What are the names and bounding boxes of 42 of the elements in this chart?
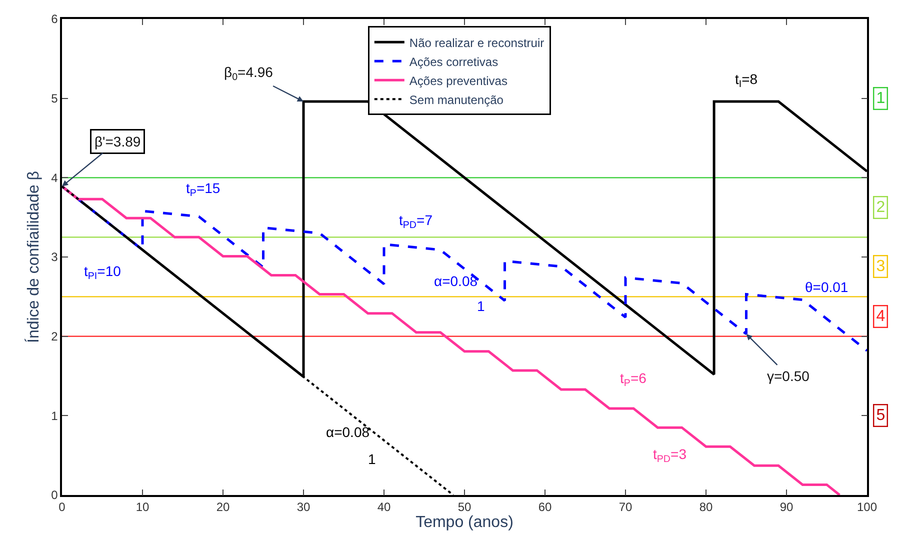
x-tick-label: 20 xyxy=(216,500,230,514)
y-tick-label: 2 xyxy=(51,330,58,344)
y-tick-label: 1 xyxy=(51,408,58,423)
x-tick-label: 40 xyxy=(377,500,391,514)
x-tick-label: 70 xyxy=(618,500,632,514)
annotation: t$_{PI}$=10 xyxy=(84,263,122,282)
annotation: β'=3.89 xyxy=(94,134,141,150)
annotation: t$_{PD}$=3 xyxy=(653,446,687,465)
y-tick-label: 5 xyxy=(51,92,58,106)
x-tick-label: 60 xyxy=(538,500,552,514)
annotation: α=0.08 xyxy=(434,273,478,289)
legend-label: Ações corretivas xyxy=(409,54,498,69)
annotation: t$_{P}$=6 xyxy=(620,370,647,389)
legend-label: Não realizar e reconstruir xyxy=(409,36,544,50)
text: 3 xyxy=(876,258,886,276)
annotation: γ=0.50 xyxy=(767,368,810,384)
annotation: 1 xyxy=(368,451,376,467)
text: 2 xyxy=(876,199,886,216)
x-tick-label: 10 xyxy=(136,500,150,514)
text: 1 xyxy=(876,90,886,108)
annotation: t$_{I}$=8 xyxy=(735,71,758,90)
y-tick-label: 6 xyxy=(51,12,58,26)
y-axis-title: Índice de confiailidade β xyxy=(24,171,43,343)
legend-label: Sem manutenção xyxy=(409,92,504,107)
text: 4 xyxy=(876,308,886,326)
y-tick-label: 4 xyxy=(51,170,58,185)
x-tick-label: 30 xyxy=(296,500,310,514)
x-tick-label: 50 xyxy=(458,500,472,514)
annotation: t$_{PD}$=7 xyxy=(399,212,433,231)
x-tick-label: 90 xyxy=(780,500,794,514)
x-tick-label: 80 xyxy=(699,500,713,514)
y-tick-label: 0 xyxy=(51,488,58,502)
x-tick-label: 100 xyxy=(856,500,878,514)
annotation: t$_{P}$=15 xyxy=(186,180,220,199)
annotation: 1 xyxy=(477,298,485,314)
annotation: β$_{0}$=4.96 xyxy=(224,64,274,83)
legend-label: Ações preventivas xyxy=(409,74,508,88)
y-tick-label: 3 xyxy=(51,250,58,264)
annotation: θ=0.01 xyxy=(805,279,848,295)
x-axis-title: Tempo (anos) xyxy=(416,514,514,532)
text: 5 xyxy=(876,407,886,424)
annotation: α=0.08 xyxy=(326,424,370,440)
